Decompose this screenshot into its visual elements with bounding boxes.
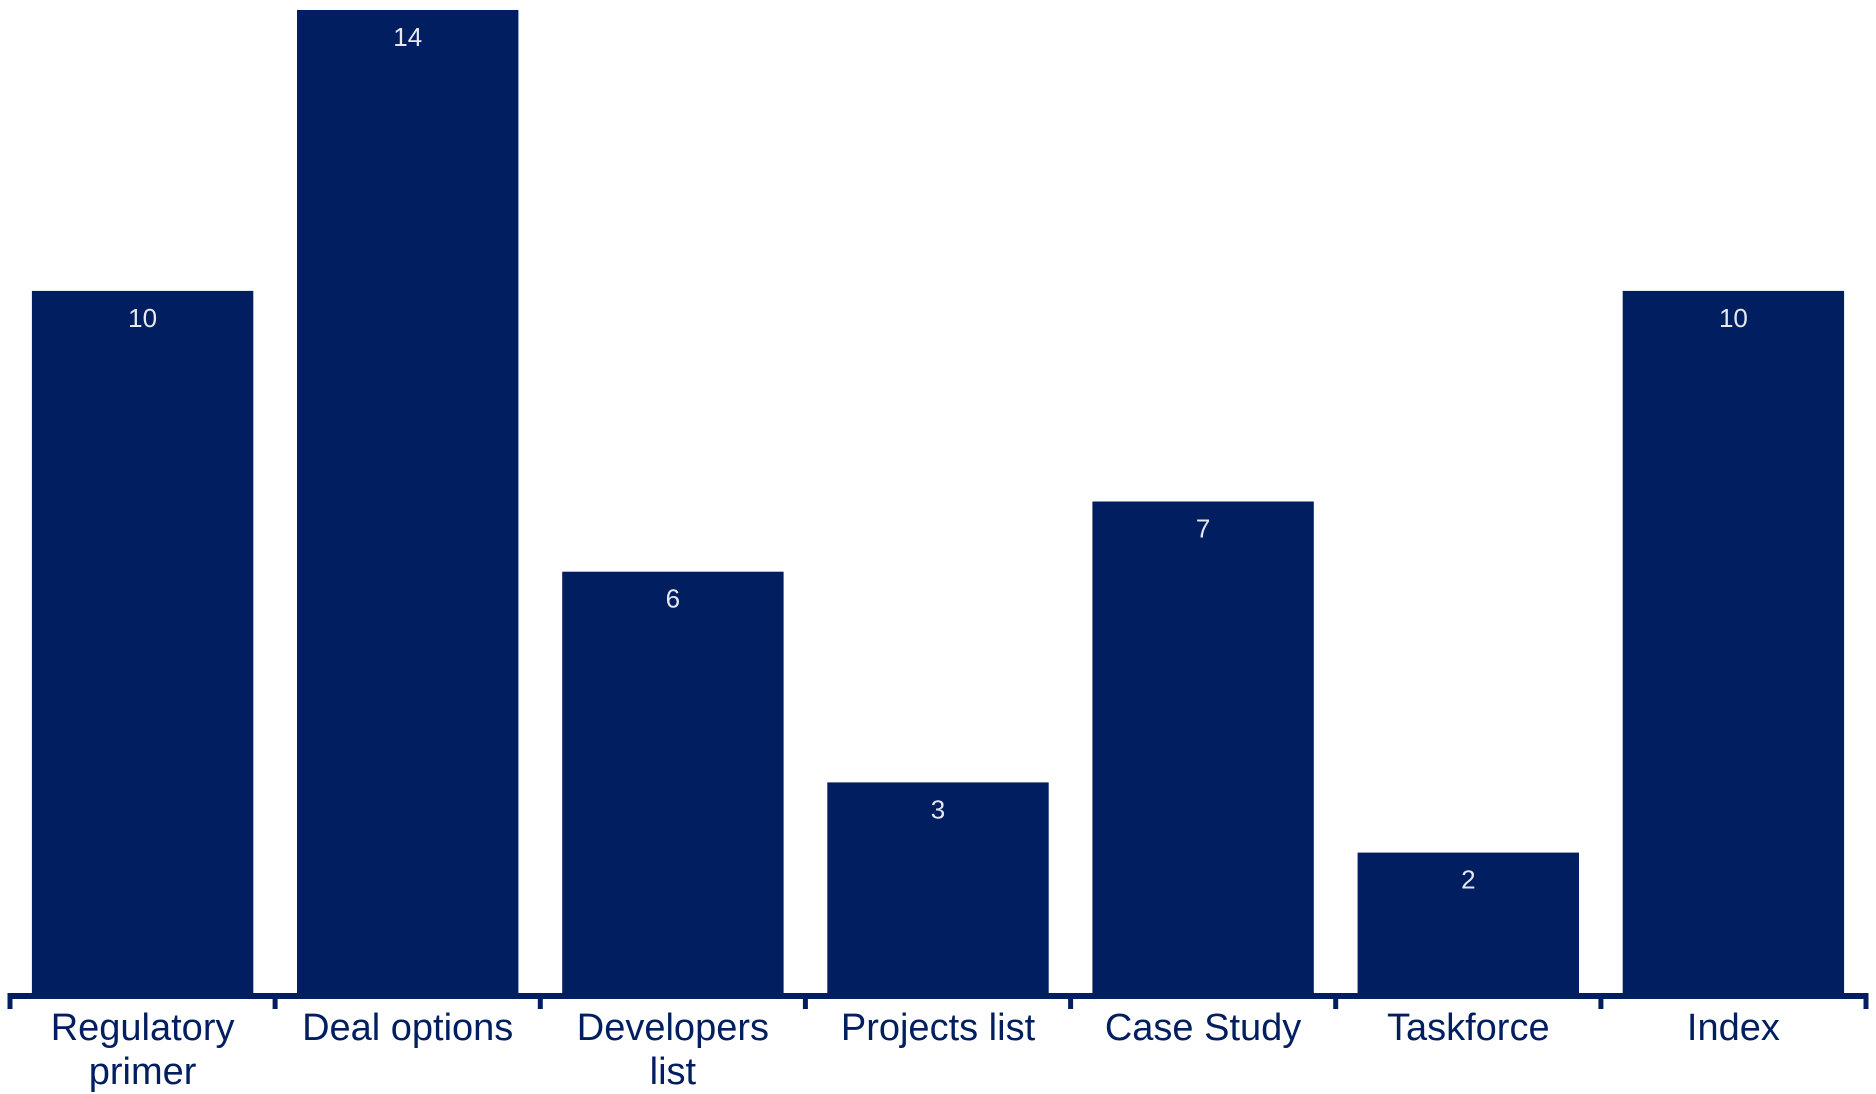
value-label-developers-list: 6 <box>666 584 680 614</box>
value-labels-group: 10 14 6 3 7 2 10 <box>128 22 1748 895</box>
category-labels-group: Regulatory primer Deal options Developers li… <box>51 1007 1780 1093</box>
category-label-line: Projects list <box>841 1007 1036 1049</box>
value-label-projects-list: 3 <box>931 794 945 824</box>
category-label-developers-list: Developers list <box>577 1007 769 1093</box>
value-label-taskforce: 2 <box>1461 865 1475 895</box>
bar-taskforce <box>1357 852 1579 993</box>
category-label-line: Developers <box>577 1007 769 1049</box>
category-label-taskforce: Taskforce <box>1387 1007 1550 1049</box>
category-label-line: primer <box>89 1051 197 1093</box>
bar-developers-list <box>562 571 784 993</box>
category-label-line: list <box>650 1051 697 1093</box>
value-label-case-study: 7 <box>1196 514 1210 544</box>
bar-deal-options <box>297 10 519 993</box>
category-label-line: Case Study <box>1105 1007 1301 1049</box>
category-label-line: Index <box>1687 1007 1780 1049</box>
category-label-line: Taskforce <box>1387 1007 1550 1049</box>
bar-projects-list <box>827 782 1049 993</box>
bar-regulatory-primer <box>31 290 254 993</box>
category-label-case-study: Case Study <box>1105 1007 1301 1049</box>
category-label-regulatory-primer: Regulatory primer <box>51 1007 235 1093</box>
value-label-deal-options: 14 <box>393 22 422 52</box>
value-label-index: 10 <box>1719 303 1748 333</box>
category-label-line: Deal options <box>302 1007 513 1049</box>
bar-index <box>1622 290 1845 993</box>
x-axis <box>7 993 1869 1009</box>
bars-group <box>31 10 1845 993</box>
category-label-line: Regulatory <box>51 1007 235 1049</box>
value-label-regulatory-primer: 10 <box>128 303 157 333</box>
category-label-projects-list: Projects list <box>841 1007 1036 1049</box>
bar-case-study <box>1092 501 1314 993</box>
category-label-deal-options: Deal options <box>302 1007 513 1049</box>
category-label-index: Index <box>1687 1007 1780 1049</box>
